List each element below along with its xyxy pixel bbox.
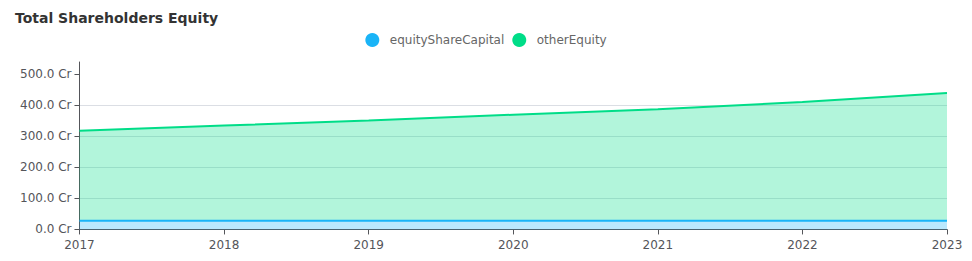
svg-text:400.0 Cr: 400.0 Cr (20, 98, 72, 112)
svg-text:2021: 2021 (643, 238, 674, 252)
svg-text:2020: 2020 (498, 238, 529, 252)
svg-text:500.0 Cr: 500.0 Cr (20, 67, 72, 81)
svg-text:2022: 2022 (787, 238, 818, 252)
svg-text:2019: 2019 (353, 238, 384, 252)
svg-text:2023: 2023 (932, 238, 963, 252)
svg-text:2018: 2018 (209, 238, 240, 252)
svg-text:200.0 Cr: 200.0 Cr (20, 160, 72, 174)
svg-text:300.0 Cr: 300.0 Cr (20, 129, 72, 143)
svg-text:Total Shareholders Equity: Total Shareholders Equity (15, 10, 218, 26)
svg-text:equityShareCapital: equityShareCapital (390, 33, 504, 47)
svg-text:100.0 Cr: 100.0 Cr (20, 191, 72, 205)
svg-text:2017: 2017 (64, 238, 95, 252)
svg-text:otherEquity: otherEquity (537, 33, 607, 47)
svg-text:0.0 Cr: 0.0 Cr (35, 222, 71, 236)
